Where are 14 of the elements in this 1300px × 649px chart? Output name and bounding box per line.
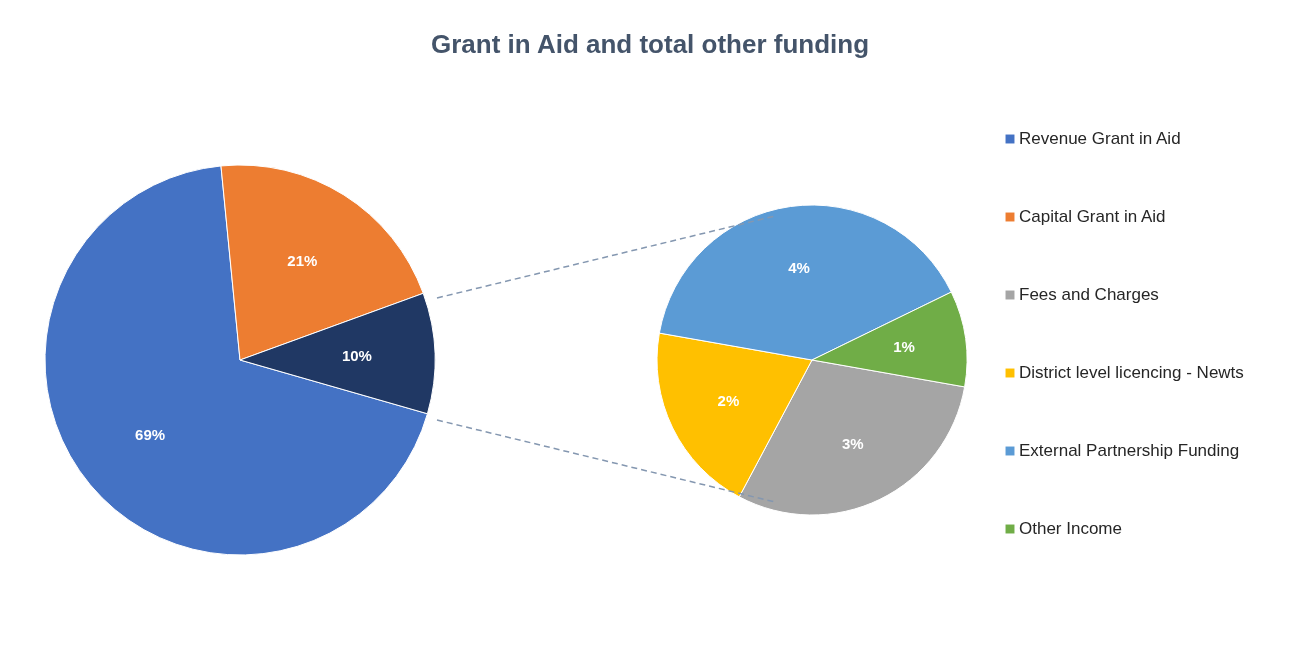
chart-title: Grant in Aid and total other funding [430,29,870,59]
data-label: 69% [135,425,166,443]
legend-label: District level licencing - Newts [1019,363,1244,382]
legend-label: External Partnership Funding [1019,441,1240,460]
legend-label: Other Income [1019,519,1122,538]
data-label: 21% [287,252,318,269]
legend-label: Capital Grant in Aid [1019,207,1166,226]
data-label: 4% [788,258,810,276]
data-label: 1% [893,338,915,356]
legend-label: Revenue Grant in Aid [1019,129,1181,148]
legend-label: Fees and Charges [1019,285,1159,304]
data-label: 10% [341,346,372,364]
data-label: 2% [717,391,740,409]
data-label: 3% [841,434,864,452]
